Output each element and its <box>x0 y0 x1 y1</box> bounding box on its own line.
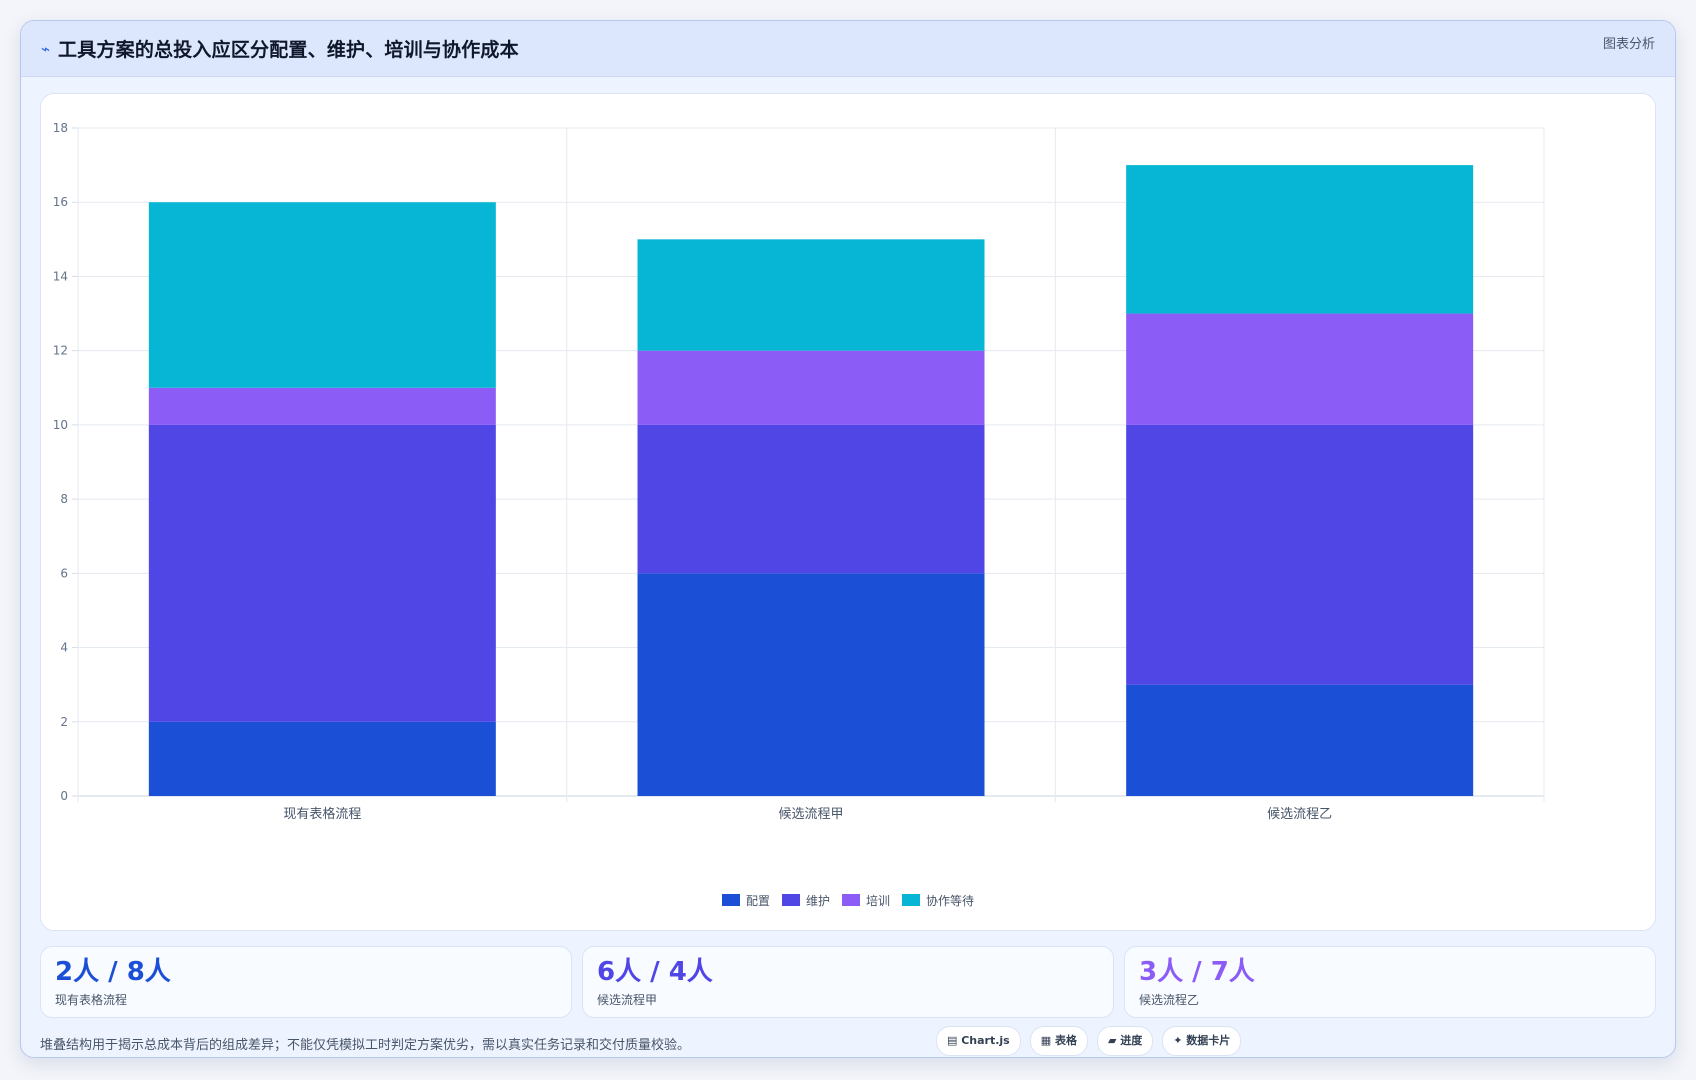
legend-label: 协作等待 <box>926 893 975 908</box>
bar-segment <box>148 424 496 722</box>
stat-label: 候选流程乙 <box>1139 993 1200 1007</box>
chip-data-card[interactable]: ✦ 数据卡片 <box>1162 1026 1242 1056</box>
legend-label: 配置 <box>745 893 770 908</box>
y-tick-label: 18 <box>53 121 68 135</box>
legend-item[interactable]: 培训 <box>842 892 890 909</box>
stat-label: 现有表格流程 <box>55 993 128 1007</box>
stat-card-current: 2人 / 8人 现有表格流程 <box>40 946 572 1018</box>
legend-swatch <box>842 894 860 906</box>
header-tag: 图表分析 <box>1602 37 1655 52</box>
stat-cards: 2人 / 8人 现有表格流程 6人 / 4人 候选流程甲 3人 / 7人 候选流… <box>40 946 1656 1020</box>
legend-swatch <box>721 894 740 906</box>
stat-card-candidate-a: 6人 / 4人 候选流程甲 <box>582 946 1114 1018</box>
chart-panel: ⌁ 工具方案的总投入应区分配置、维护、培训与协作成本 图表分析 0 2 4 6 8 10 1… <box>20 20 1676 1058</box>
bar-segment <box>1126 684 1474 796</box>
chip-chartjs[interactable]: ▤ Chart.js <box>936 1026 1021 1056</box>
legend-item[interactable]: 协作等待 <box>902 892 974 909</box>
bar-segment <box>148 387 496 425</box>
page-title: 工具方案的总投入应区分配置、维护、培训与协作成本 <box>58 39 519 61</box>
chart-card: 0 2 4 6 8 10 12 14 16 18 现有表格流程 候选流程甲 候选流程乙 配置 维护 培训 协作… <box>40 93 1656 931</box>
x-tick-label: 现有表格流程 <box>283 806 361 822</box>
stat-label: 候选流程甲 <box>597 993 658 1007</box>
legend-swatch <box>781 894 800 906</box>
legend-item[interactable]: 配置 <box>721 892 770 909</box>
x-tick-label: 候选流程甲 <box>778 807 843 822</box>
panel-header: ⌁ 工具方案的总投入应区分配置、维护、培训与协作成本 图表分析 <box>21 21 1675 77</box>
legend-label: 维护 <box>805 893 830 908</box>
bar-segment <box>637 573 985 796</box>
y-tick-label: 12 <box>53 344 68 358</box>
legend-label: 培训 <box>866 893 891 908</box>
stat-value: 3人 / 7人 <box>1139 957 1255 987</box>
stat-card-candidate-b: 3人 / 7人 候选流程乙 <box>1124 946 1656 1018</box>
bar-segment <box>148 202 496 388</box>
stat-value: 2人 / 8人 <box>55 957 171 987</box>
y-tick-label: 6 <box>60 566 68 580</box>
footnote: 堆叠结构用于揭示总成本背后的组成差异；不能仅凭模拟工时判定方案优劣，需以真实任务… <box>40 1038 691 1053</box>
stat-value: 6人 / 4人 <box>597 957 713 987</box>
chip-table[interactable]: ▦ 表格 <box>1029 1026 1088 1056</box>
y-tick-label: 8 <box>60 492 68 506</box>
bar-segment <box>1126 313 1474 425</box>
bar-segment <box>148 721 496 796</box>
bar-segment <box>637 424 985 574</box>
chart-legend: 配置 维护 培训 协作等待 <box>41 890 1655 910</box>
bar-segment <box>1126 165 1474 314</box>
y-tick-label: 10 <box>53 418 68 432</box>
y-tick-label: 0 <box>60 789 68 803</box>
chip-progress[interactable]: ▰ 进度 <box>1096 1026 1154 1056</box>
x-tick-label: 候选流程乙 <box>1267 807 1332 822</box>
legend-swatch <box>902 894 921 906</box>
bar-segment <box>1126 424 1474 685</box>
bar-segment <box>637 239 985 351</box>
y-tick-label: 16 <box>53 195 68 209</box>
title-wrap: ⌁ 工具方案的总投入应区分配置、维护、培训与协作成本 <box>41 21 519 76</box>
legend-item[interactable]: 维护 <box>781 892 830 909</box>
bar-segment <box>637 350 985 425</box>
stacked-bar-chart: 0 2 4 6 8 10 12 14 16 18 现有表格流程 候选流程甲 候选流程乙 <box>53 121 1545 822</box>
y-tick-label: 2 <box>60 715 68 729</box>
trend-icon: ⌁ <box>41 39 51 58</box>
y-tick-label: 4 <box>60 641 68 655</box>
chip-row: ▤ Chart.js ▦ 表格 ▰ 进度 ✦ 数据卡片 <box>936 1026 1250 1056</box>
y-tick-label: 14 <box>53 269 68 283</box>
